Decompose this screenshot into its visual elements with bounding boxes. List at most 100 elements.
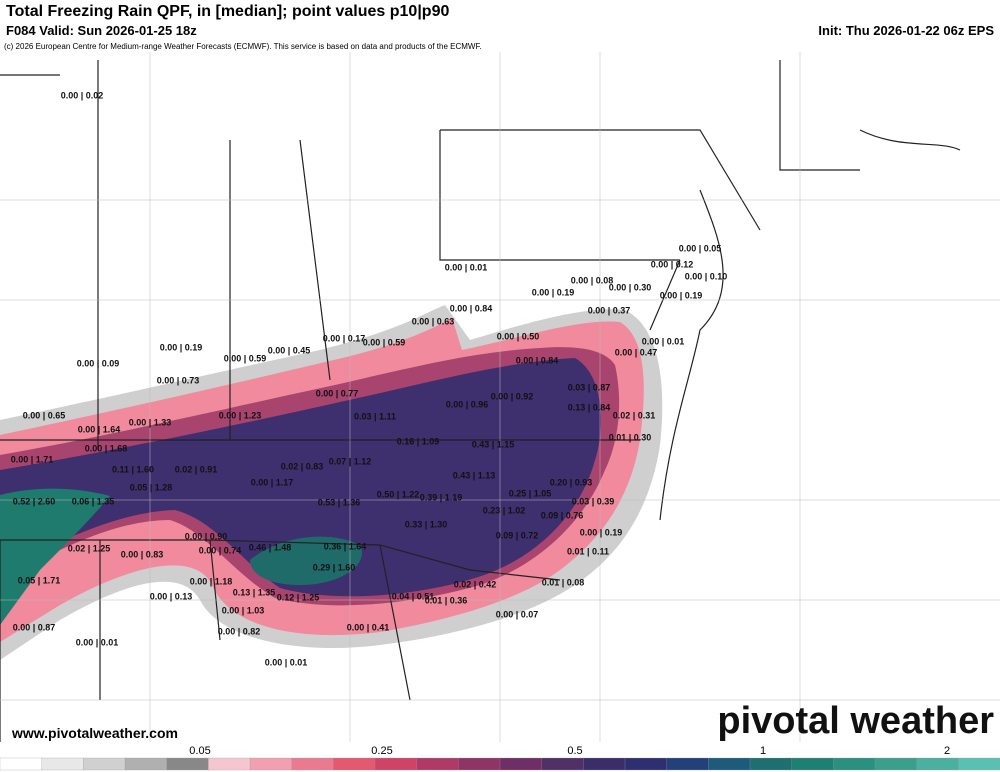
point-value: 0.39 | 1.19 [420, 492, 463, 502]
point-value: 0.00 | 0.74 [199, 545, 242, 555]
colorbar-swatch [541, 757, 584, 771]
point-value: 0.00 | 0.59 [224, 353, 267, 363]
point-value: 0.09 | 0.76 [541, 510, 584, 520]
point-value: 0.00 | 0.01 [76, 637, 119, 647]
colorbar-swatch [291, 757, 334, 771]
point-value: 0.00 | 0.92 [491, 391, 534, 401]
point-value: 0.07 | 1.12 [329, 456, 372, 466]
point-value: 0.00 | 0.47 [615, 347, 658, 357]
point-value: 0.00 | 1.64 [78, 424, 121, 434]
point-value: 0.00 | 0.09 [77, 358, 120, 368]
point-value: 0.00 | 0.17 [323, 333, 366, 343]
colorbar-tick-label: 0.25 [371, 745, 392, 757]
point-value: 0.00 | 0.01 [265, 657, 308, 667]
point-value: 0.29 | 1.60 [313, 562, 356, 572]
point-value: 0.00 | 0.10 [685, 271, 728, 281]
point-value: 0.00 | 0.41 [347, 622, 390, 632]
point-value: 0.00 | 0.90 [185, 531, 228, 541]
point-value: 0.00 | 0.59 [363, 337, 406, 347]
colorbar-swatch [166, 757, 209, 771]
point-value: 0.01 | 0.11 [567, 546, 609, 556]
point-value: 0.01 | 0.30 [609, 432, 652, 442]
point-value: 0.00 | 0.19 [532, 287, 575, 297]
point-value: 0.00 | 0.73 [157, 375, 200, 385]
colorbar-tick-label: 0.5 [567, 745, 582, 757]
point-value: 0.11 | 1.60 [112, 464, 154, 474]
colorbar-swatch [749, 757, 793, 771]
point-value: 0.46 | 1.48 [249, 542, 292, 552]
colorbar-swatch [249, 757, 293, 771]
point-value: 0.04 | 0.51 [392, 591, 435, 601]
point-value: 0.00 | 0.83 [121, 549, 164, 559]
point-value: 0.00 | 0.82 [218, 626, 261, 636]
point-value: 0.06 | 1.35 [72, 496, 115, 506]
point-value: 0.00 | 0.65 [23, 410, 66, 420]
shading-teal [0, 488, 110, 625]
logo: pivotal weather [717, 700, 994, 742]
point-value: 0.00 | 1.17 [251, 477, 294, 487]
point-value: 0.00 | 0.45 [268, 345, 311, 355]
point-value: 0.00 | 1.71 [11, 454, 54, 464]
shading-purple [0, 358, 601, 597]
point-value: 0.00 | 0.01 [642, 336, 685, 346]
point-value: 0.00 | 0.84 [516, 355, 559, 365]
colorbar: 0.05 0.25 0.5 1 2 [0, 745, 1000, 771]
point-value: 0.01 | 0.08 [542, 577, 585, 587]
point-value: 0.00 | 0.30 [609, 282, 652, 292]
point-value: 0.13 | 1.35 [233, 587, 276, 597]
point-value: 0.00 | 0.07 [496, 609, 539, 619]
valid-time: F084 Valid: Sun 2026-01-25 18z [6, 23, 197, 38]
copyright: (c) 2026 European Centre for Medium-rang… [4, 42, 482, 51]
point-value: 0.03 | 0.39 [572, 496, 615, 506]
colorbar-swatch [874, 757, 918, 771]
colorbar-swatch [374, 757, 418, 771]
point-value: 0.02 | 0.91 [175, 464, 218, 474]
point-value: 0.12 | 1.25 [277, 592, 320, 602]
point-value: 0.00 | 0.77 [316, 388, 359, 398]
point-value: 0.00 | 0.50 [497, 331, 540, 341]
website: www.pivotalweather.com [11, 725, 178, 741]
point-value: 0.16 | 1.09 [397, 436, 440, 446]
point-value: 0.00 | 0.01 [445, 262, 488, 272]
point-value: 0.00 | 1.23 [219, 410, 262, 420]
point-value: 0.02 | 0.83 [281, 461, 324, 471]
point-value: 0.00 | 0.37 [588, 305, 631, 315]
point-value: 0.03 | 0.87 [568, 382, 611, 392]
init-time: Init: Thu 2026-01-22 06z EPS [818, 23, 994, 38]
colorbar-swatch [458, 757, 501, 771]
point-value: 0.02 | 0.42 [454, 579, 497, 589]
point-value: 0.01 | 0.36 [425, 595, 468, 605]
point-value: 0.00 | 0.63 [412, 316, 455, 326]
point-value: 0.00 | 0.19 [660, 290, 703, 300]
point-value: 0.00 | 0.12 [651, 259, 694, 269]
colorbar-swatch [208, 757, 251, 771]
point-value: 0.00 | 0.84 [450, 303, 493, 313]
colorbar-swatch [833, 757, 876, 771]
colorbar-tick-label: 2 [944, 745, 950, 757]
point-values: 0.00 | 0.02 0.00 | 0.01 0.00 | 0.05 0.00 | … [11, 90, 728, 667]
colorbar-swatch [958, 757, 1000, 771]
colorbar-swatch [708, 757, 751, 771]
colorbar-swatch [41, 757, 84, 771]
point-value: 0.00 | 0.87 [13, 622, 56, 632]
point-value: 0.20 | 0.93 [550, 477, 593, 487]
title: Total Freezing Rain QPF, in [median]; po… [6, 3, 449, 20]
point-value: 0.00 | 0.19 [160, 342, 203, 352]
colorbar-swatch [0, 757, 43, 771]
point-value: 0.00 | 1.18 [190, 576, 233, 586]
county-lines [0, 52, 1000, 742]
point-value: 0.03 | 1.11 [354, 411, 396, 421]
point-value: 0.00 | 0.13 [150, 591, 193, 601]
point-value: 0.00 | 0.05 [679, 243, 722, 253]
colorbar-swatch [791, 757, 834, 771]
colorbar-swatch [83, 757, 126, 771]
point-value: 0.52 | 2.60 [13, 496, 56, 506]
colorbar-swatch [583, 757, 626, 771]
point-value: 0.05 | 1.28 [130, 482, 173, 492]
map [0, 52, 1000, 772]
point-value: 0.50 | 1.22 [377, 489, 420, 499]
point-value: 0.43 | 1.15 [472, 439, 515, 449]
point-value: 0.13 | 0.84 [568, 402, 611, 412]
